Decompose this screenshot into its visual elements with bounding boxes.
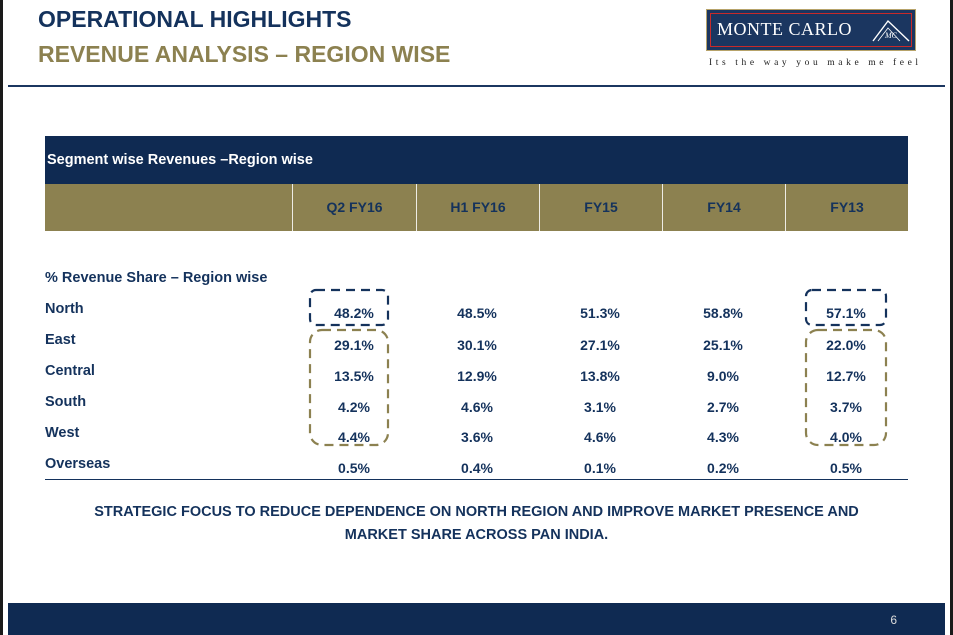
header-divider — [8, 85, 945, 87]
table-subheader: % Revenue Share – Region wise — [45, 270, 268, 286]
table-bottom-rule — [45, 479, 908, 480]
table-cell: 58.8% — [703, 305, 743, 321]
table-cell: 3.1% — [584, 399, 616, 415]
row-label-central: Central — [45, 363, 95, 379]
table-cell: 22.0% — [826, 337, 866, 353]
row-label-overseas: Overseas — [45, 456, 111, 472]
table-cell: 4.4% — [338, 429, 370, 445]
highlight-box-north-q2 — [308, 288, 390, 327]
column-divider — [416, 184, 417, 231]
logo-monogram: MC — [884, 31, 898, 40]
table-cell: 48.2% — [334, 305, 374, 321]
row-label-south: South — [45, 394, 87, 410]
table-cell: 12.9% — [457, 368, 497, 384]
table-cell: 4.0% — [830, 429, 862, 445]
table-cell: 30.1% — [457, 337, 497, 353]
table-cell: 3.6% — [461, 429, 493, 445]
table-cell: 2.7% — [707, 399, 739, 415]
logo-tagline: Its the way you make me feel — [709, 58, 922, 68]
table-cell: 12.7% — [826, 368, 866, 384]
row-label-north: North — [45, 301, 84, 317]
logo-brand-text: MONTE CARLO — [717, 19, 852, 39]
column-divider — [785, 184, 786, 231]
table-cell: 9.0% — [707, 368, 739, 384]
page-title: OPERATIONAL HIGHLIGHTS — [38, 6, 352, 32]
column-header: FY15 — [584, 199, 618, 215]
slide-frame-right — [950, 0, 953, 635]
strategic-callout-line2: MARKET SHARE ACROSS PAN INDIA. — [344, 527, 609, 543]
table-cell: 4.6% — [584, 429, 616, 445]
table-cell: 27.1% — [580, 337, 620, 353]
highlight-box-other-regions-fy13 — [804, 328, 888, 447]
slide-frame-left — [0, 0, 3, 635]
table-cell: 48.5% — [457, 305, 497, 321]
table-cell: 57.1% — [826, 305, 866, 321]
logo-mountain-icon: MC — [872, 19, 910, 42]
page-number: 6 — [890, 613, 897, 627]
column-header: FY13 — [830, 199, 864, 215]
table-cell: 0.5% — [338, 460, 370, 476]
column-divider — [292, 184, 293, 231]
column-header: FY14 — [707, 199, 741, 215]
page-subtitle: REVENUE ANALYSIS – REGION WISE — [38, 41, 451, 67]
logo-inner-border — [710, 13, 912, 47]
column-divider — [539, 184, 540, 231]
column-header: H1 FY16 — [450, 199, 506, 215]
row-label-west: West — [45, 425, 80, 441]
highlight-box-other-regions-q2 — [308, 328, 390, 447]
highlight-box-north-fy13 — [804, 288, 888, 327]
table-cell: 25.1% — [703, 337, 743, 353]
table-cell: 3.7% — [830, 399, 862, 415]
brand-logo: MONTE CARLO MC — [706, 9, 916, 51]
table-cell: 13.8% — [580, 368, 620, 384]
table-cell: 4.6% — [461, 399, 493, 415]
strategic-callout-line1: STRATEGIC FOCUS TO REDUCE DEPENDENCE ON … — [94, 504, 859, 520]
table-cell: 13.5% — [334, 368, 374, 384]
table-section-title: Segment wise Revenues –Region wise — [47, 152, 313, 168]
table-cell: 4.2% — [338, 399, 370, 415]
table-cell: 0.2% — [707, 460, 739, 476]
table-section-header: Segment wise Revenues –Region wise — [45, 136, 908, 184]
table-cell: 0.1% — [584, 460, 616, 476]
table-cell: 4.3% — [707, 429, 739, 445]
table-cell: 0.4% — [461, 460, 493, 476]
column-header: Q2 FY16 — [326, 199, 383, 215]
footer-bar — [8, 603, 945, 635]
column-divider — [662, 184, 663, 231]
table-column-header-row: Q2 FY16 H1 FY16 FY15 FY14 FY13 — [45, 184, 908, 231]
row-label-east: East — [45, 332, 76, 348]
table-cell: 29.1% — [334, 337, 374, 353]
table-cell: 51.3% — [580, 305, 620, 321]
table-cell: 0.5% — [830, 460, 862, 476]
